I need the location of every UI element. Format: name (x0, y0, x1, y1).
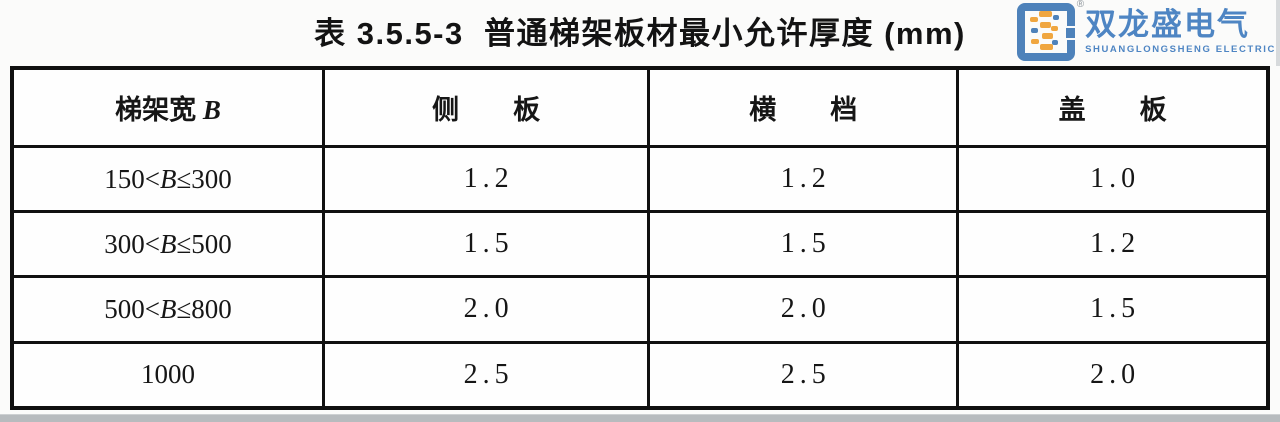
side-plate-value: 2.5 (321, 340, 651, 410)
side-plate-value: 1.2 (321, 145, 651, 214)
registered-trademark-icon: ® (1076, 0, 1085, 10)
scan-bottom-strip (0, 414, 1280, 422)
logo-text-block: 双龙盛电气 SHUANGLONGSHENG ELECTRIC (1085, 2, 1276, 55)
header-side-plate: 侧 板 (321, 66, 651, 149)
cover-plate-value: 1.0 (956, 145, 1270, 214)
scan-edge-artifact (1276, 0, 1280, 66)
rung-value: 1.2 (647, 145, 960, 214)
stylized-s-icon (1017, 3, 1077, 61)
page-title: 表 3.5.5-3 普通梯架板材最小允许厚度 (mm) (314, 16, 966, 51)
table-row: 300<B≤500 1.5 1.5 1.2 (10, 210, 1270, 279)
cover-plate-value: 2.0 (956, 340, 1270, 410)
range-cell: 300<B≤500 (10, 210, 325, 279)
side-plate-value: 2.0 (321, 275, 651, 344)
logo-company-name-en: SHUANGLONGSHENG ELECTRIC (1085, 44, 1276, 55)
cover-plate-value: 1.2 (956, 210, 1270, 279)
thickness-spec-table: 梯架宽 B 侧 板 横 档 盖 板 150<B≤300 1.2 1.2 1.0 … (10, 66, 1270, 410)
rung-value: 2.0 (647, 275, 960, 344)
header-rung: 横 档 (647, 66, 960, 149)
side-plate-value: 1.5 (321, 210, 651, 279)
table-row: 500<B≤800 2.0 2.0 1.5 (10, 275, 1270, 344)
cover-plate-value: 1.5 (956, 275, 1270, 344)
range-cell: 500<B≤800 (10, 275, 325, 344)
logo-icon: ® (1016, 0, 1084, 62)
header-ladder-width: 梯架宽 B (10, 66, 325, 149)
company-logo: ® 双龙盛电气 SHUANGLONGSHENG ELECTRIC (1010, 0, 1276, 62)
logo-company-name-cn: 双龙盛电气 (1085, 7, 1251, 42)
table-header-row: 梯架宽 B 侧 板 横 档 盖 板 (10, 66, 1270, 149)
header-cover-plate: 盖 板 (956, 66, 1270, 149)
rung-value: 2.5 (647, 340, 960, 410)
rung-value: 1.5 (647, 210, 960, 279)
range-cell: 1000 (10, 340, 325, 410)
range-cell: 150<B≤300 (10, 145, 325, 214)
table-row: 1000 2.5 2.5 2.0 (10, 340, 1270, 410)
table-row: 150<B≤300 1.2 1.2 1.0 (10, 145, 1270, 214)
